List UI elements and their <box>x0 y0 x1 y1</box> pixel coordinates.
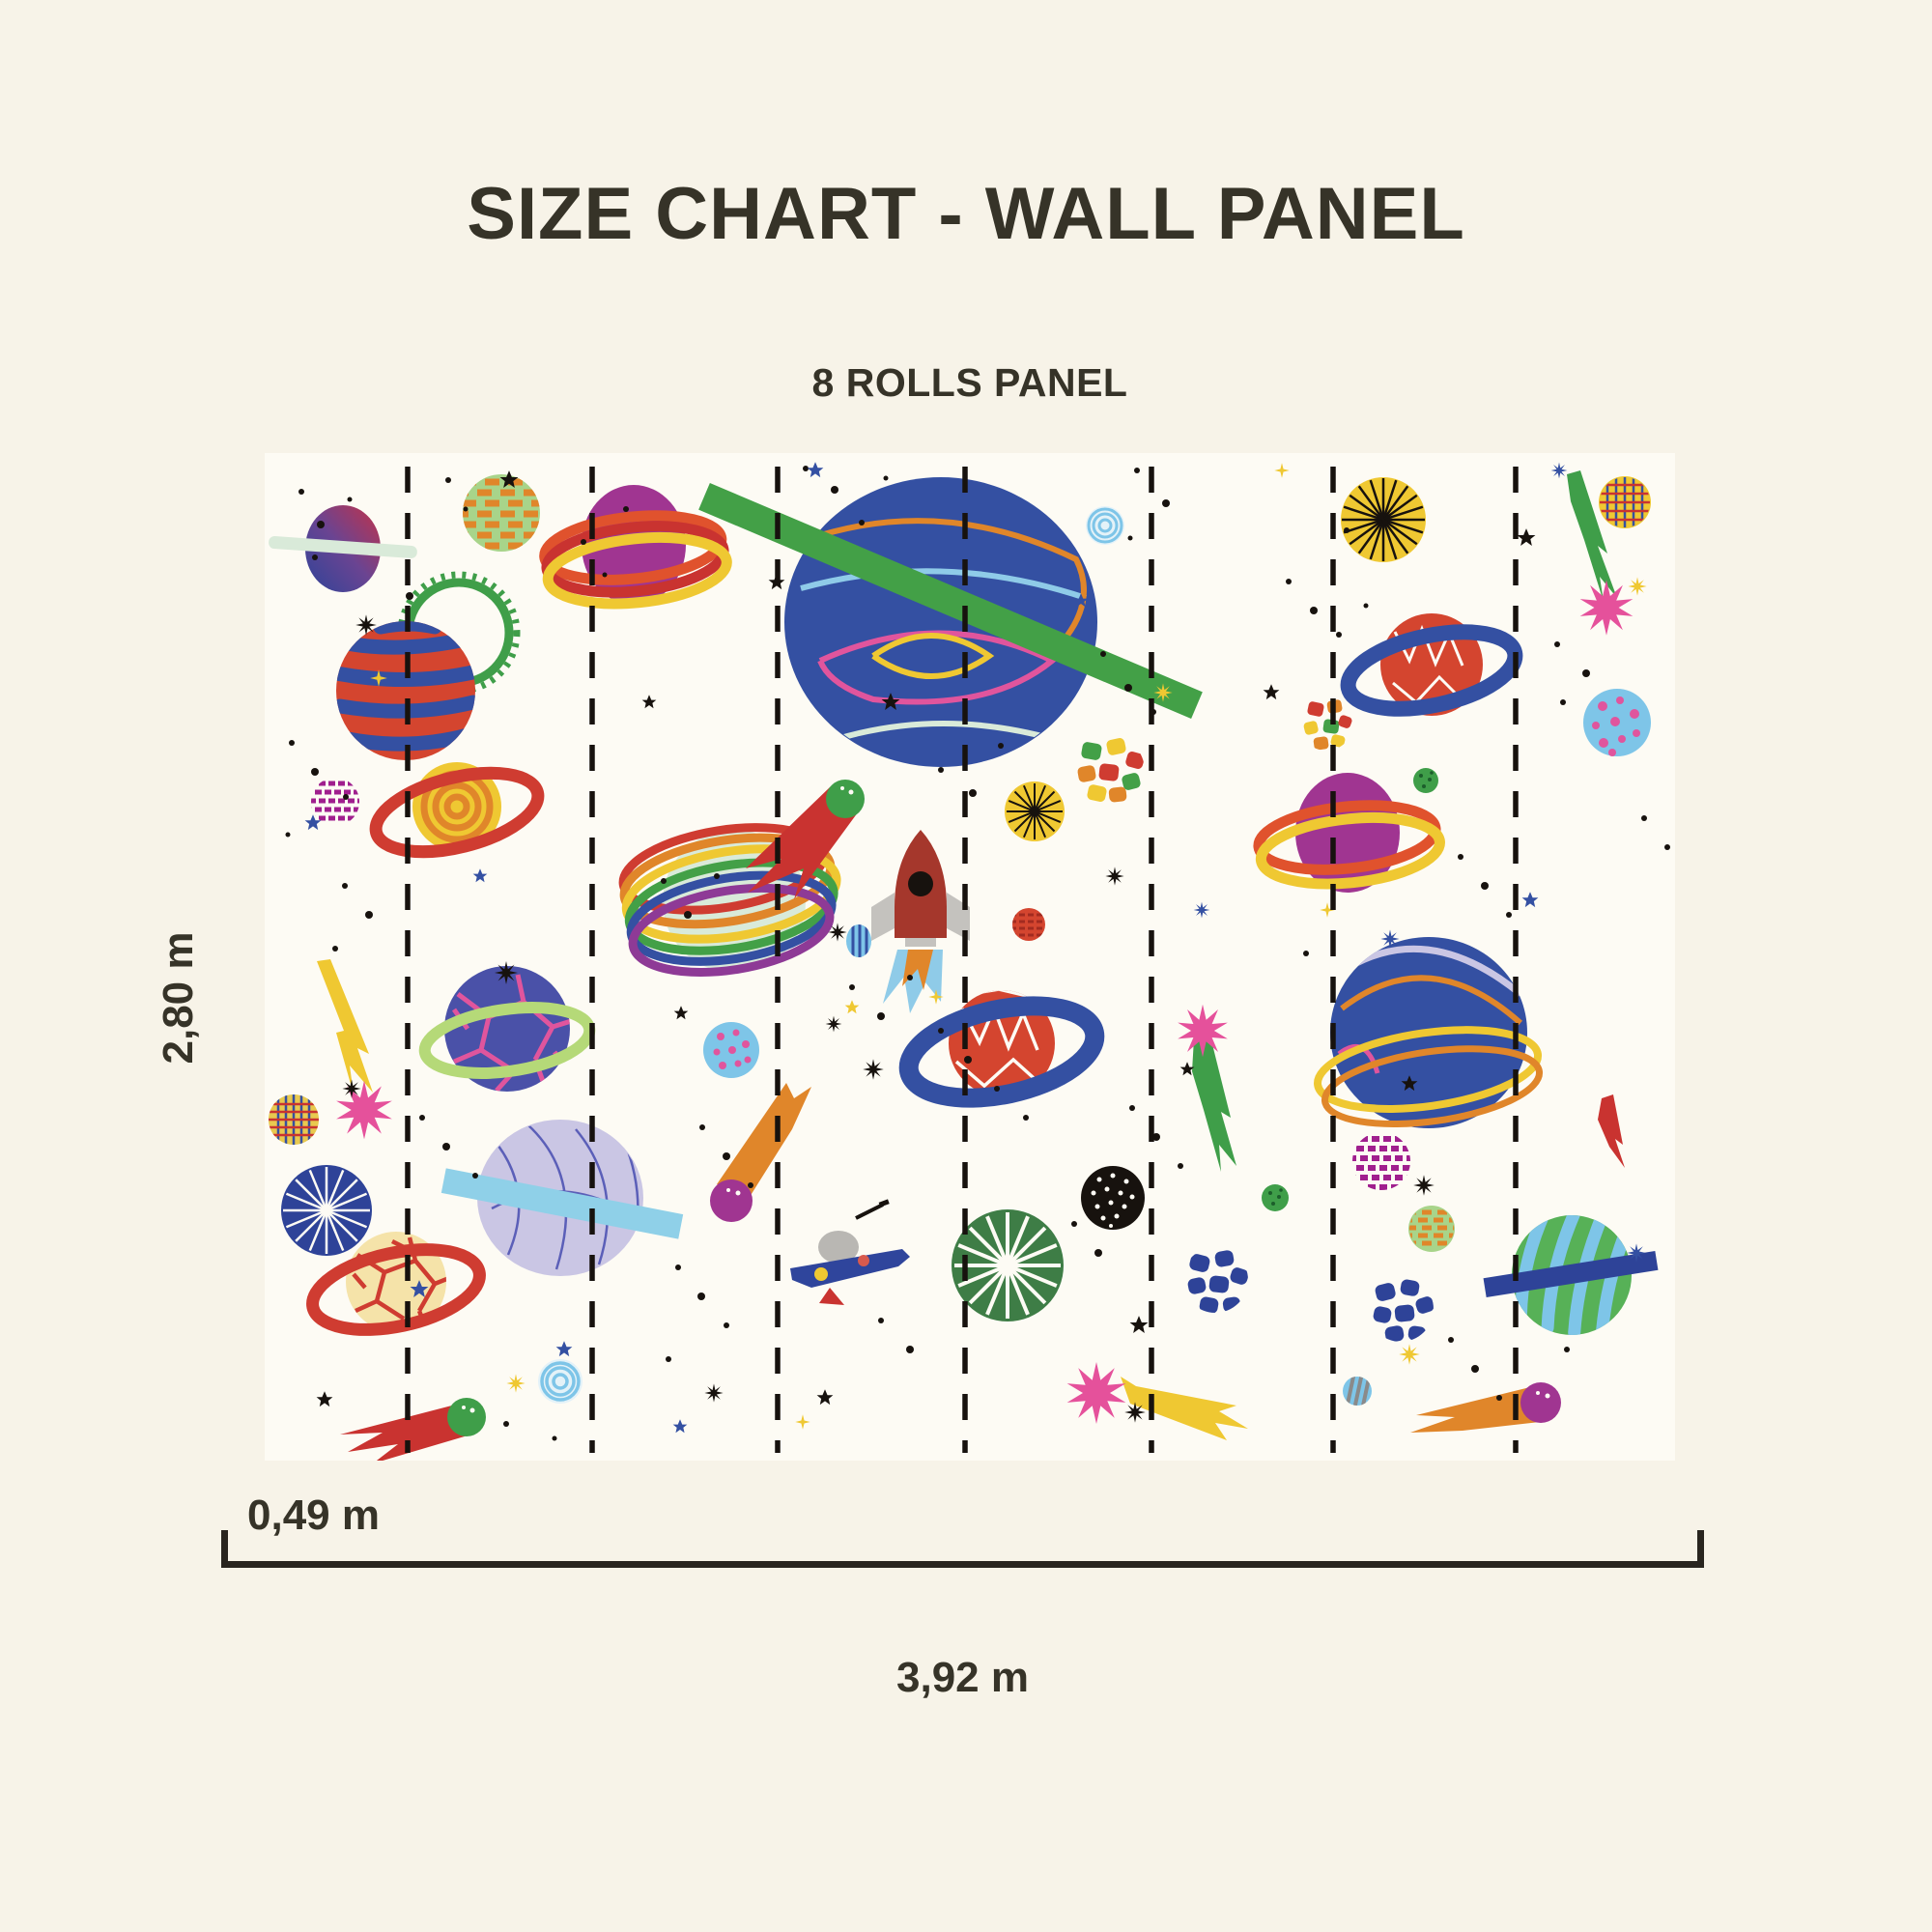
planet-big-blue-squiggle <box>698 477 1203 767</box>
planet-lavender-lines-bar <box>440 1120 684 1276</box>
panel-subtitle: 8 ROLLS PANEL <box>811 360 1128 405</box>
comet-orange-magenta-head-mid <box>710 1083 811 1222</box>
wallpaper-illustration <box>269 462 1670 1461</box>
lightblue-bar <box>440 1168 684 1239</box>
planet-red-striped-small <box>1012 908 1045 941</box>
planet-spiral-lightblue-bottom <box>538 1359 582 1404</box>
planet-saturn-yellow-spiral <box>369 762 545 859</box>
planet-yellow-radial <box>1341 477 1426 562</box>
planet-green-radial <box>952 1209 1064 1321</box>
roll-width-label: 0,49 m <box>247 1492 380 1539</box>
total-width-label: 3,92 m <box>896 1654 1029 1701</box>
planet-rainbow-rings-mint <box>618 823 841 978</box>
planet-striped-blue-oval-small <box>846 924 871 957</box>
planet-yellow-radial-small <box>1005 781 1065 841</box>
comet-green-lightning-pink-star <box>1567 470 1634 636</box>
rocket-icon <box>871 830 970 1013</box>
height-dimension-label: 2,80 m <box>155 931 202 1065</box>
planet-blue-mosaic-right <box>1368 1276 1434 1342</box>
planet-zebra-green-blue-bar <box>1483 1207 1659 1340</box>
comet-yellow-lightning-pink-star-left <box>317 959 392 1140</box>
planet-saturn-red-scribble-center <box>898 990 1105 1108</box>
planet-crackle-blue-green-ring <box>418 966 596 1092</box>
planet-brick-green-orange-small <box>1408 1206 1455 1252</box>
planet-plaid-yellow-small <box>269 1094 319 1145</box>
planet-mosaic-warm <box>1299 696 1353 751</box>
planet-saturn-purple-top <box>539 485 732 610</box>
roll-divider-lines <box>405 467 1519 1453</box>
planet-yellow-grid <box>1599 476 1651 528</box>
ufo-icon <box>790 1199 910 1305</box>
planet-saturn-red-scribble-right <box>1340 613 1523 717</box>
comet-pink-star-yellow-lightning <box>1066 1362 1248 1440</box>
comet-red-streak-right <box>1598 1094 1625 1168</box>
planet-spiral-lightblue-top <box>1086 506 1124 545</box>
blue-bar <box>1483 1251 1659 1297</box>
planet-striped-gray-blue-small <box>1343 1374 1372 1408</box>
wallpaper-panel-preview <box>265 453 1675 1461</box>
planet-saturn-purple-right <box>1253 773 1445 893</box>
planet-green-dotted-small-top <box>1413 768 1438 793</box>
comet-green-head-red-tail-bottom <box>340 1398 486 1461</box>
planet-grid-purple <box>1351 1131 1411 1191</box>
planet-zebra-red-blue <box>336 621 475 760</box>
planet-checker-green-orange <box>463 474 540 552</box>
planet-dotted-blue-pink-right <box>1583 689 1651 756</box>
planet-black-dotted <box>1081 1166 1145 1230</box>
green-bar <box>698 482 1203 720</box>
planet-saturn-yellow-crackle <box>306 1232 486 1336</box>
planet-blue-radial <box>281 1165 372 1256</box>
comet-green-lightning-pink-star-mid <box>1178 1004 1236 1172</box>
planet-green-dotted-small-bottom <box>1262 1184 1289 1211</box>
total-width-bracket <box>221 1530 1704 1568</box>
black-dot-scatter <box>285 466 1670 1441</box>
planet-big-blue-ringed-right <box>1314 937 1544 1128</box>
planet-mosaic-multicolor <box>1071 734 1145 808</box>
planet-dotted-blue-pink-mid <box>703 1022 759 1078</box>
page-title: SIZE CHART - WALL PANEL <box>467 173 1465 255</box>
planet-blue-mosaic-center <box>1182 1247 1248 1313</box>
planet-gradient-ringed <box>269 505 417 592</box>
comet-orange-magenta-head-bottomright <box>1410 1382 1561 1433</box>
comet-green-head-red-tail-mid <box>746 780 865 899</box>
